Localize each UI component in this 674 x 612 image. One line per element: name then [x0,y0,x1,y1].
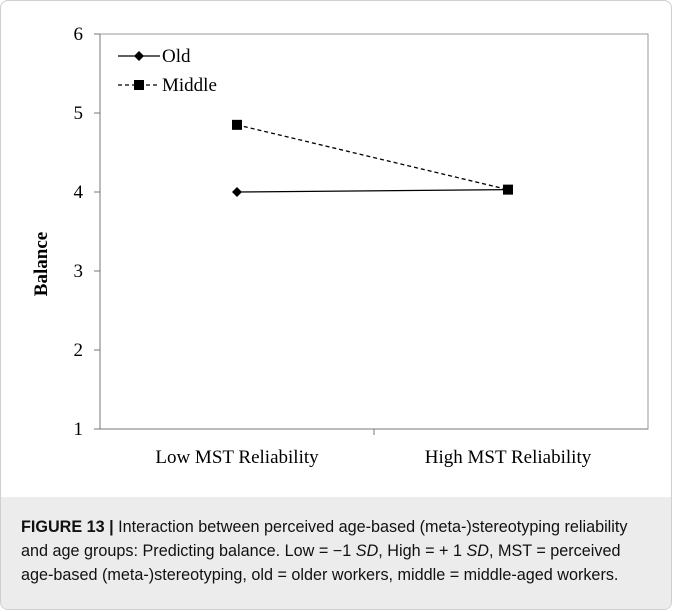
y-axis-title: Balance [31,232,52,296]
legend-marker-middle [134,80,144,90]
y-tick-label: 3 [74,261,84,282]
series-old [232,184,513,197]
y-tick-labels: 1 2 3 4 5 6 [74,24,84,440]
x-tick-label: High MST Reliability [425,447,592,468]
chart-axes [94,33,649,435]
x-tick-label: Low MST Reliability [155,447,319,468]
series-layer [232,119,513,197]
x-tick-labels: Low MST Reliability High MST Reliability [155,447,591,468]
caption-text-1: Interaction between perceived age-based … [21,518,628,560]
legend-item-middle: Middle [118,75,217,96]
data-point-middle [232,119,242,130]
y-tick-label: 2 [74,340,84,361]
caption-sd-1: SD [355,542,379,560]
figure-label: FIGURE 13 | [21,518,114,536]
y-tick-label: 1 [74,419,84,440]
legend-marker-old [134,51,144,61]
caption-text-3: , MST = perceived age-based (meta-)stere… [21,542,621,584]
series-line-old [236,188,509,193]
legend-label-middle: Middle [162,75,217,96]
legend: Old Middle [118,46,217,96]
data-point-middle [503,184,513,195]
y-tick-label: 6 [74,24,84,45]
data-point-old [232,187,242,197]
legend-item-old: Old [118,46,191,67]
series-line-middle [236,124,509,191]
series-middle [232,119,513,195]
y-tick-label: 4 [74,182,84,203]
caption-text-2: , High = + 1 [378,542,467,560]
y-tick-label: 5 [74,103,84,124]
line-chart: 1 2 3 4 5 6 Low MST Reliability High MST Relia… [31,24,649,468]
legend-label-old: Old [162,46,191,67]
figure-caption: FIGURE 13 | Interaction between perceive… [1,497,671,609]
caption-sd-2: SD [466,542,489,560]
